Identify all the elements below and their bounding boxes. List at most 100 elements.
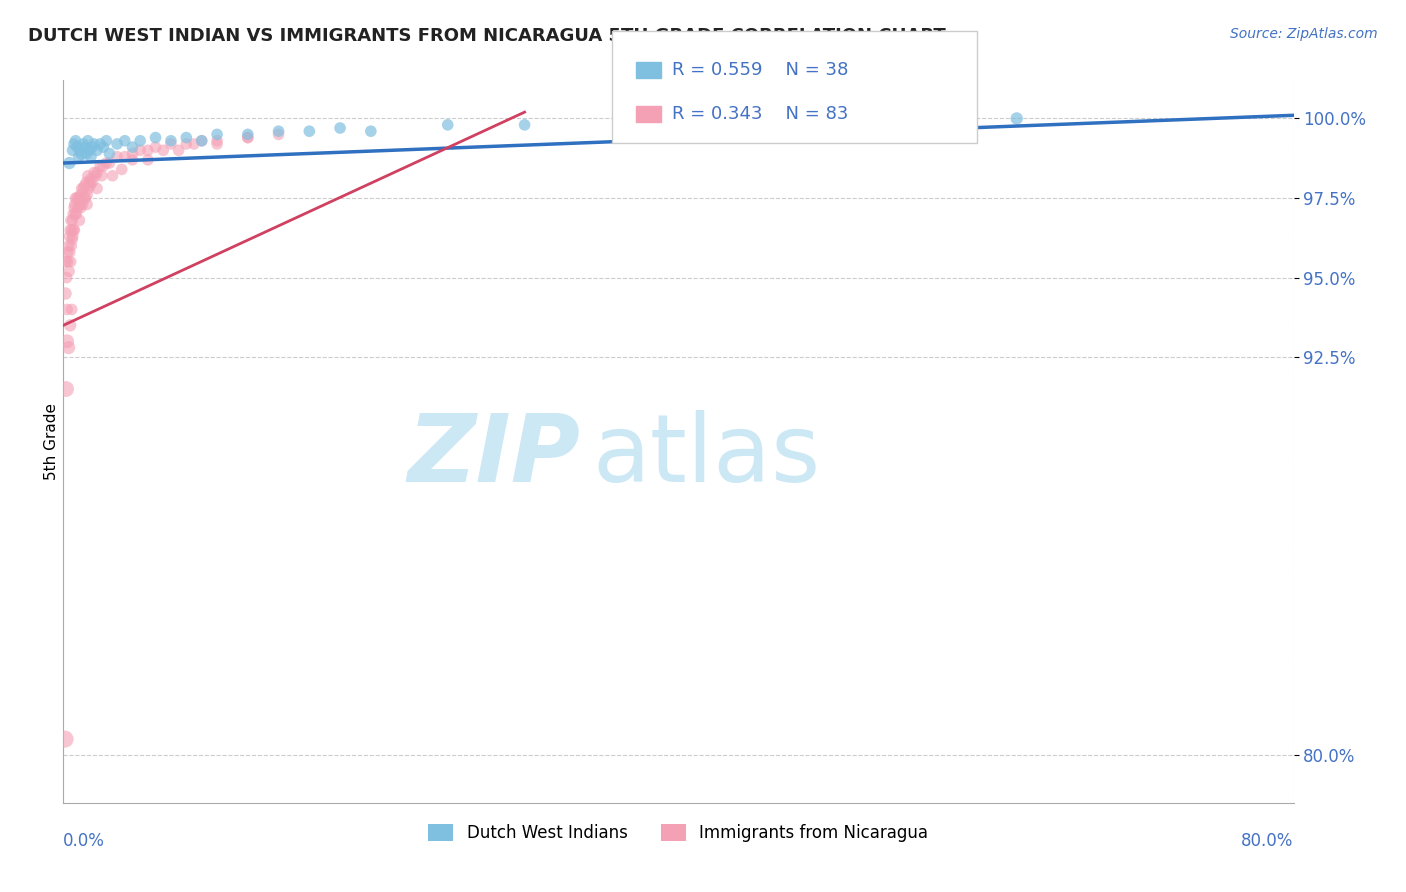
Point: [66, 140, 89, 154]
Point: [174, 130, 197, 145]
Point: [75, 175, 97, 189]
Point: [84, 169, 107, 183]
Point: [60, 302, 83, 317]
Point: [152, 144, 174, 158]
Point: [77, 181, 100, 195]
Point: [83, 165, 105, 179]
Point: [58, 264, 80, 278]
Point: [160, 136, 183, 151]
Point: [329, 121, 352, 136]
Point: [76, 134, 98, 148]
Point: [76, 187, 98, 202]
Point: [121, 146, 143, 161]
Point: [174, 136, 197, 151]
Point: [56, 245, 79, 260]
Point: [114, 150, 136, 164]
Point: [80, 172, 103, 186]
Point: [91, 140, 114, 154]
Point: [101, 169, 124, 183]
Point: [55, 270, 77, 285]
Point: [205, 128, 228, 142]
Point: [1005, 112, 1028, 126]
Point: [89, 159, 111, 173]
Text: Source: ZipAtlas.com: Source: ZipAtlas.com: [1230, 27, 1378, 41]
Point: [121, 153, 143, 167]
Point: [96, 134, 118, 148]
Point: [105, 136, 128, 151]
Point: [236, 128, 259, 142]
Point: [60, 239, 83, 253]
Point: [96, 156, 118, 170]
Point: [80, 150, 103, 164]
Point: [298, 124, 321, 138]
Point: [58, 229, 80, 244]
Point: [59, 318, 82, 333]
Point: [190, 134, 212, 148]
Point: [59, 213, 82, 227]
Point: [86, 165, 108, 179]
Point: [62, 144, 84, 158]
Point: [236, 130, 259, 145]
Point: [111, 162, 134, 177]
Point: [82, 140, 104, 154]
Point: [72, 136, 94, 151]
Point: [160, 134, 183, 148]
Point: [67, 191, 90, 205]
Point: [114, 134, 136, 148]
Point: [63, 197, 86, 211]
Point: [190, 134, 212, 148]
Point: [62, 229, 84, 244]
Point: [86, 181, 108, 195]
Point: [70, 146, 93, 161]
Point: [76, 197, 98, 211]
Text: 80.0%: 80.0%: [1241, 831, 1294, 850]
Text: atlas: atlas: [592, 410, 821, 502]
Point: [65, 207, 87, 221]
Point: [55, 382, 77, 396]
Point: [58, 156, 80, 170]
Point: [70, 201, 93, 215]
Point: [205, 134, 228, 148]
Point: [79, 144, 101, 158]
Point: [56, 254, 79, 268]
Point: [360, 124, 382, 138]
Point: [72, 181, 94, 195]
Point: [62, 223, 84, 237]
Point: [436, 118, 458, 132]
Point: [72, 197, 94, 211]
Point: [67, 150, 90, 164]
Point: [66, 191, 89, 205]
Text: ZIP: ZIP: [408, 410, 579, 502]
Point: [136, 144, 159, 158]
Point: [65, 191, 87, 205]
Point: [205, 136, 228, 151]
Point: [79, 178, 101, 193]
Text: R = 0.343    N = 83: R = 0.343 N = 83: [672, 105, 848, 123]
Point: [60, 232, 83, 246]
Point: [62, 207, 84, 221]
Point: [129, 134, 152, 148]
Text: 0.0%: 0.0%: [63, 831, 105, 850]
Point: [83, 136, 105, 151]
Point: [89, 136, 111, 151]
Y-axis label: 5th Grade: 5th Grade: [44, 403, 59, 480]
Point: [86, 144, 108, 158]
Point: [167, 144, 190, 158]
Point: [63, 136, 86, 151]
Point: [58, 341, 80, 355]
Point: [55, 254, 77, 268]
Point: [56, 302, 79, 317]
Point: [91, 159, 114, 173]
Point: [65, 207, 87, 221]
Point: [129, 144, 152, 158]
Point: [75, 191, 97, 205]
Point: [90, 169, 112, 183]
Point: [121, 140, 143, 154]
Point: [63, 201, 86, 215]
Point: [136, 153, 159, 167]
Point: [73, 178, 96, 193]
Point: [69, 144, 91, 158]
Point: [60, 223, 83, 237]
Point: [73, 140, 96, 154]
Point: [75, 146, 97, 161]
